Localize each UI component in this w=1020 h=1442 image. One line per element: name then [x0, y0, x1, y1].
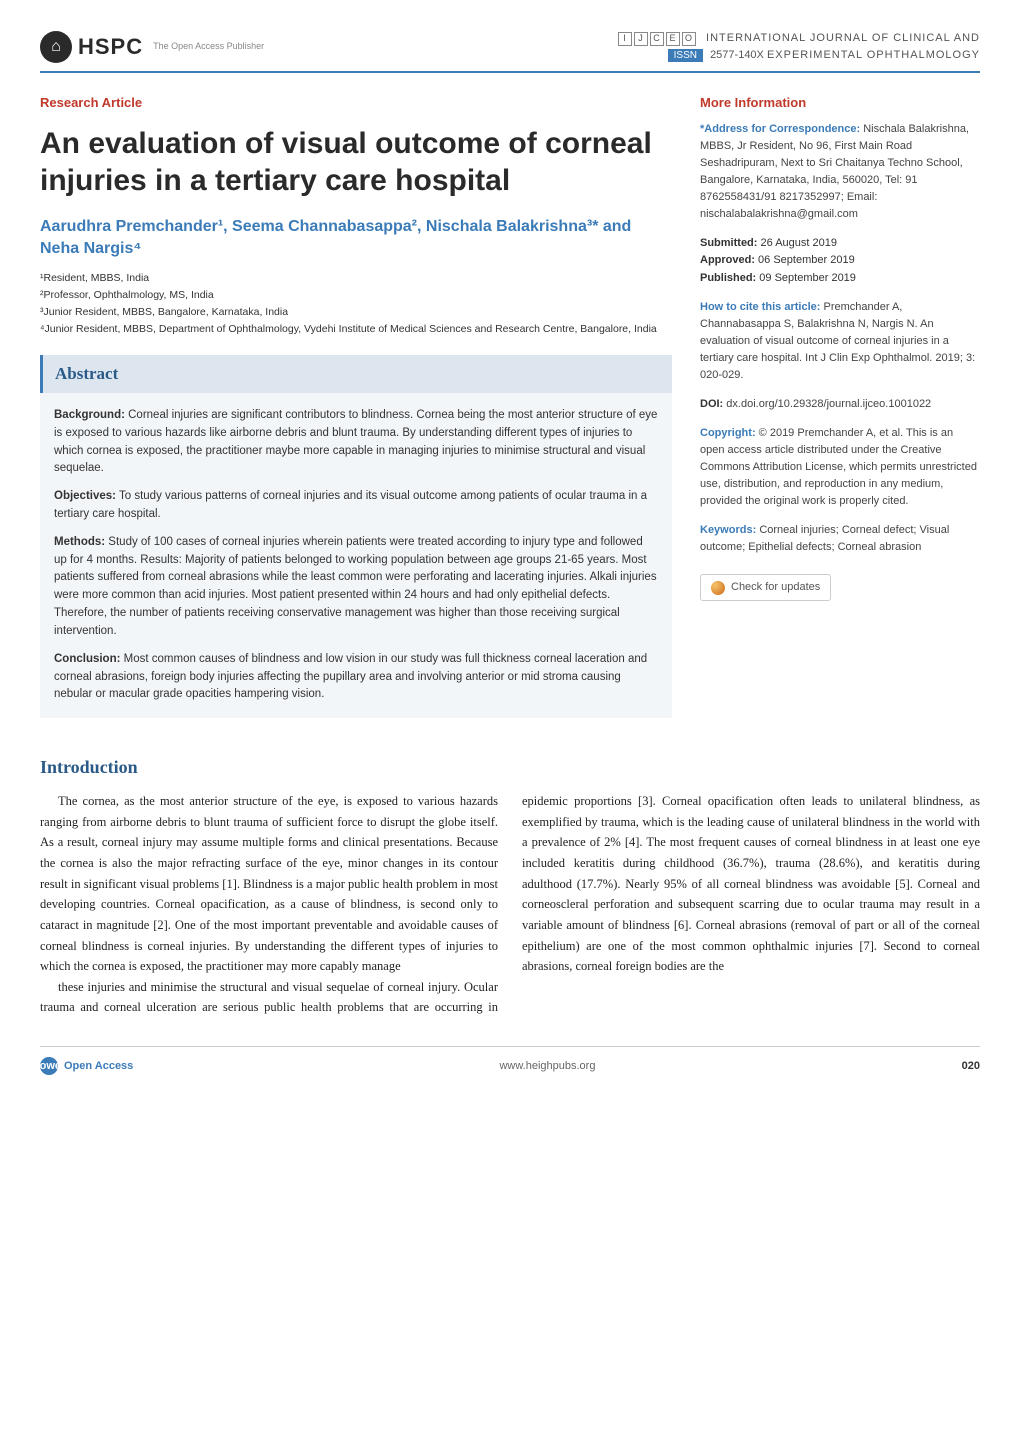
abstract-section: Abstract Background: Corneal injuries ar… — [40, 355, 672, 718]
sidebar-heading: More Information — [700, 93, 980, 113]
abstract-body: Background: Corneal injuries are signifi… — [40, 393, 672, 718]
article-title: An evaluation of visual outcome of corne… — [40, 125, 672, 200]
keywords-block: Keywords: Corneal injuries; Corneal defe… — [700, 522, 980, 556]
journal-id-letters: I J C E O — [618, 32, 696, 46]
introduction-body: The cornea, as the most anterior structu… — [40, 791, 980, 1018]
cite-label: How to cite this article: — [700, 301, 820, 313]
affiliation: ²Professor, Ophthalmology, MS, India — [40, 287, 672, 304]
article-main: Research Article An evaluation of visual… — [40, 93, 672, 736]
affiliation: ³Junior Resident, MBBS, Bangalore, Karna… — [40, 304, 672, 321]
logo-subtitle: The Open Access Publisher — [153, 40, 264, 54]
article-type: Research Article — [40, 93, 672, 113]
journal-name-line2: EXPERIMENTAL OPHTHALMOLOGY — [767, 49, 980, 61]
check-updates-label: Check for updates — [731, 579, 820, 596]
page-number: 020 — [962, 1058, 980, 1075]
published-value: 09 September 2019 — [756, 272, 856, 284]
id-box: I — [618, 32, 632, 46]
abstract-label: Methods: — [54, 536, 105, 548]
abstract-heading: Abstract — [40, 355, 672, 393]
open-access-badge: �However Open Access — [40, 1057, 133, 1075]
journal-name-line1: INTERNATIONAL JOURNAL OF CLINICAL AND — [706, 32, 980, 44]
journal-header: ⌂ HSPC The Open Access Publisher I J C E… — [40, 30, 980, 73]
abstract-text: Corneal injuries are significant contrib… — [54, 409, 657, 474]
issn-value: 2577-140X — [710, 49, 764, 61]
keywords-label: Keywords: — [700, 524, 756, 536]
correspondence-text: Nischala Balakrishna, MBBS, Jr Resident,… — [700, 123, 969, 220]
publisher-logo: ⌂ HSPC The Open Access Publisher — [40, 30, 264, 63]
doi-label: DOI: — [700, 398, 723, 410]
correspondence-block: *Address for Correspondence: Nischala Ba… — [700, 121, 980, 223]
id-box: J — [634, 32, 648, 46]
copyright-block: Copyright: © 2019 Premchander A, et al. … — [700, 425, 980, 510]
id-box: C — [650, 32, 664, 46]
doi-value: dx.doi.org/10.29328/journal.ijceo.100102… — [726, 398, 931, 410]
authors-list: Aarudhra Premchander¹, Seema Channabasap… — [40, 216, 672, 261]
logo-mark-icon: ⌂ — [40, 31, 72, 63]
dates-block: Submitted: 26 August 2019 Approved: 06 S… — [700, 235, 980, 286]
page-footer: �However Open Access www.heighpubs.org 0… — [40, 1046, 980, 1075]
correspondence-label: *Address for Correspondence: — [700, 123, 860, 135]
affiliation: ¹Resident, MBBS, India — [40, 270, 672, 287]
introduction-heading: Introduction — [40, 754, 980, 781]
abstract-label: Objectives: — [54, 490, 116, 502]
citation-block: How to cite this article: Premchander A,… — [700, 299, 980, 384]
logo-text: HSPC — [78, 30, 143, 63]
issn-label: ISSN — [668, 49, 703, 62]
published-label: Published: — [700, 272, 756, 284]
submitted-value: 26 August 2019 — [757, 237, 837, 249]
doi-block: DOI: dx.doi.org/10.29328/journal.ijceo.1… — [700, 396, 980, 413]
crossmark-icon — [711, 581, 725, 595]
abstract-text: To study various patterns of corneal inj… — [54, 490, 647, 520]
open-access-icon: �However — [40, 1057, 58, 1075]
sidebar-more-information: More Information *Address for Correspond… — [700, 93, 980, 736]
submitted-label: Submitted: — [700, 237, 757, 249]
id-box: E — [666, 32, 680, 46]
check-for-updates-button[interactable]: Check for updates — [700, 574, 831, 601]
affiliations: ¹Resident, MBBS, India ²Professor, Ophth… — [40, 270, 672, 337]
journal-title-block: I J C E O INTERNATIONAL JOURNAL OF CLINI… — [618, 30, 980, 63]
abstract-text: Most common causes of blindness and low … — [54, 653, 647, 701]
abstract-label: Background: — [54, 409, 125, 421]
introduction-col1: The cornea, as the most anterior structu… — [40, 791, 498, 977]
approved-label: Approved: — [700, 254, 755, 266]
abstract-text: Study of 100 cases of corneal injuries w… — [54, 536, 657, 637]
footer-website: www.heighpubs.org — [499, 1058, 595, 1075]
id-box: O — [682, 32, 696, 46]
abstract-label: Conclusion: — [54, 653, 120, 665]
affiliation: ⁴Junior Resident, MBBS, Department of Op… — [40, 321, 672, 338]
approved-value: 06 September 2019 — [755, 254, 855, 266]
copyright-label: Copyright: — [700, 427, 756, 439]
open-access-label: Open Access — [64, 1058, 133, 1075]
